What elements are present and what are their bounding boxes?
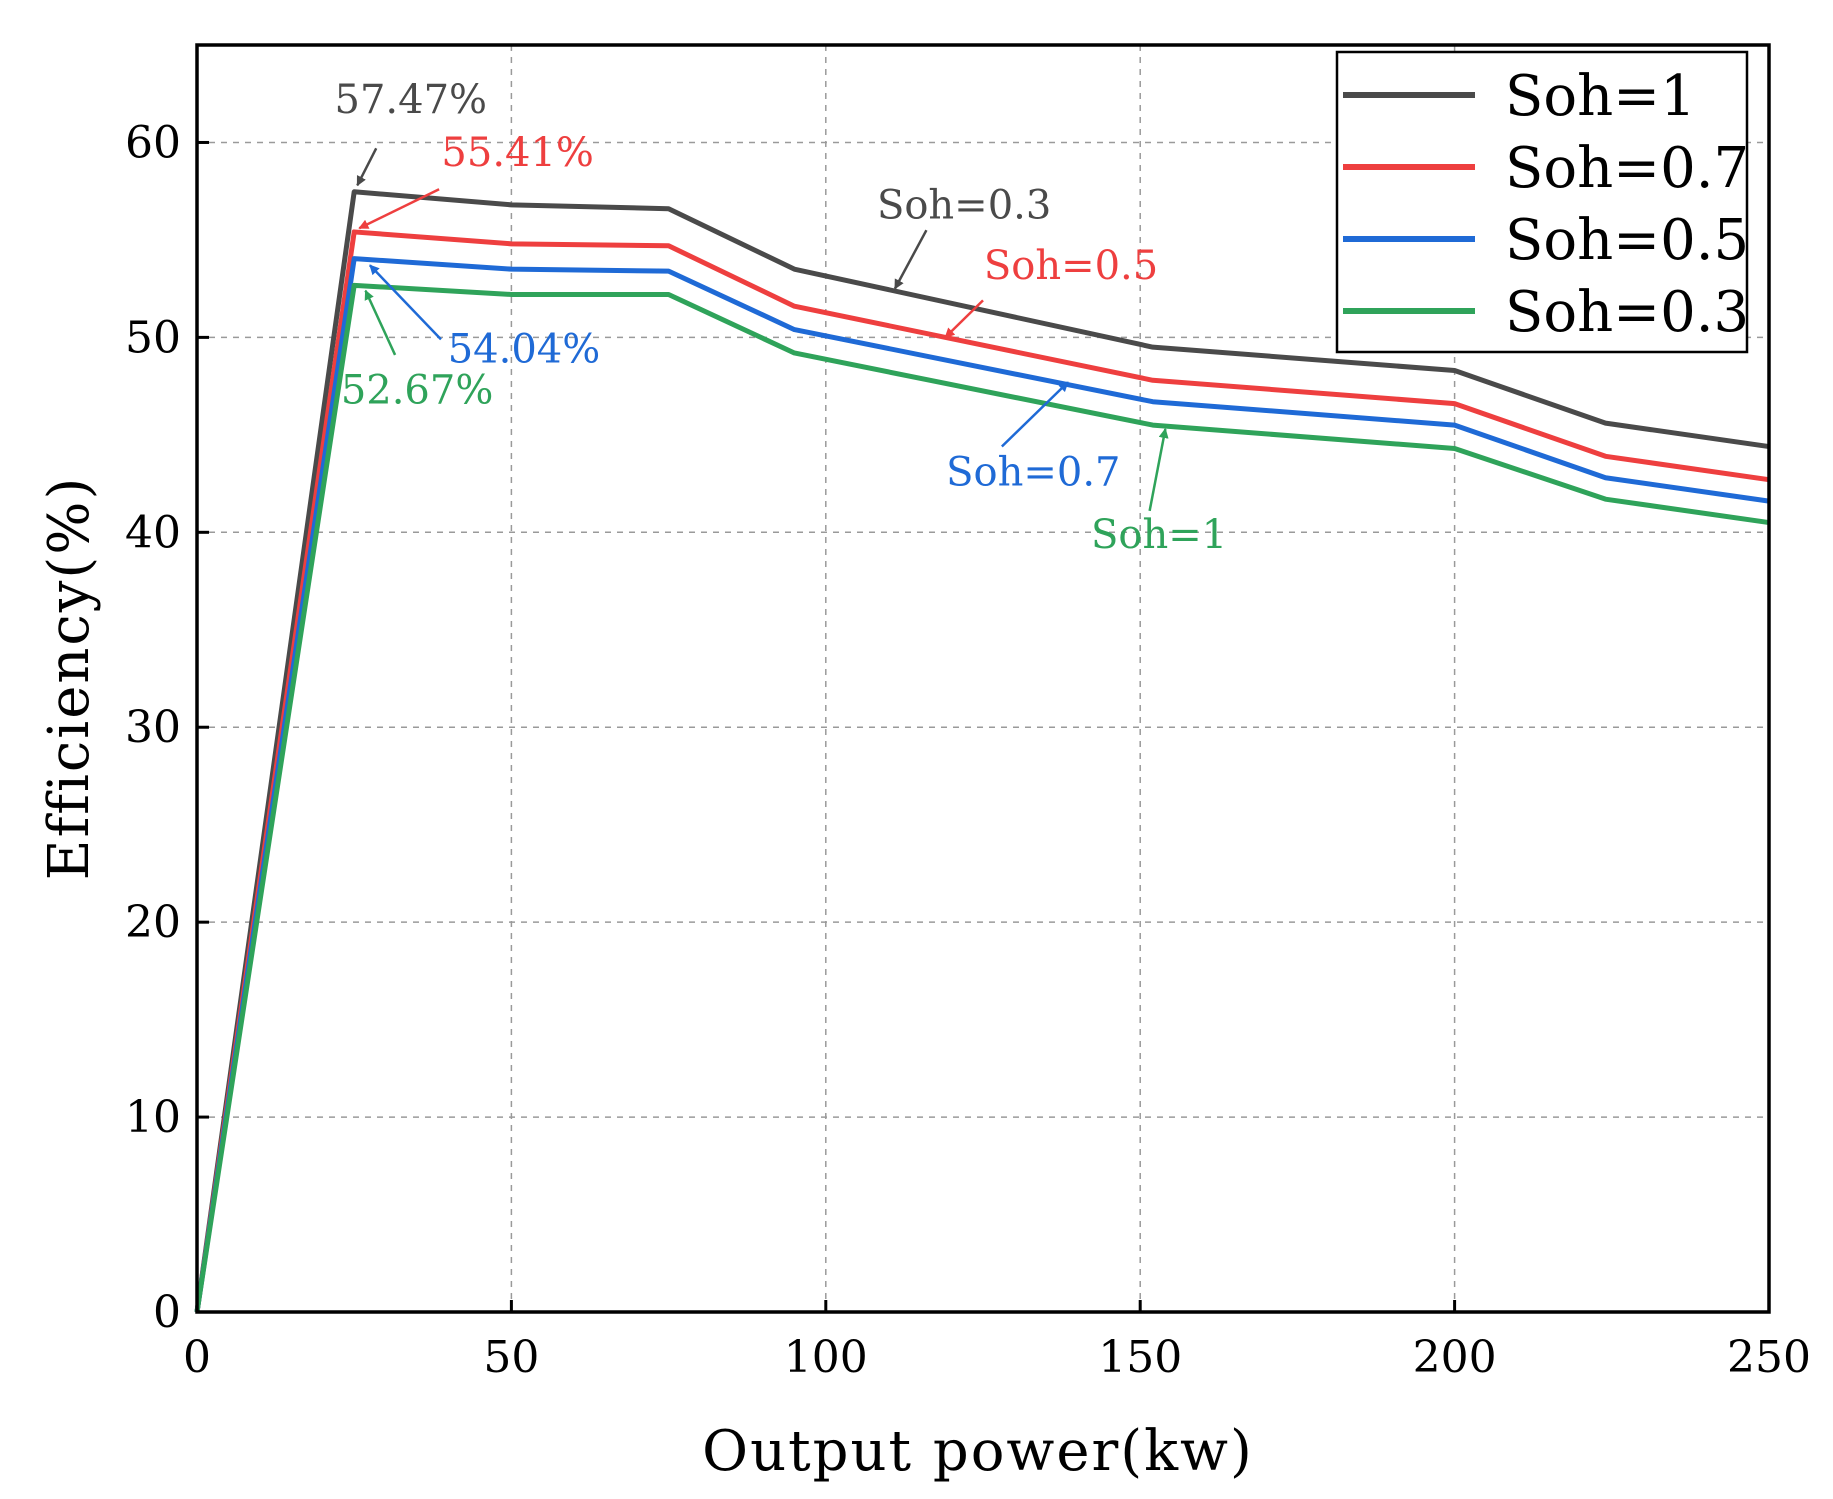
y-tick-label: 10 [125, 1092, 181, 1143]
annotation-label: 52.67% [341, 368, 494, 414]
y-tick-label: 50 [125, 312, 181, 363]
annotation-label: Soh=0.3 [877, 182, 1051, 228]
series-line-soh-0-7 [194, 229, 1770, 1313]
legend-label: Soh=0.7 [1505, 136, 1749, 201]
legend-label: Soh=0.5 [1505, 208, 1749, 273]
series-line-soh-1 [194, 189, 1770, 1313]
annotation-arrow [944, 299, 984, 339]
annotation-arrow [1148, 428, 1169, 512]
annotation-label: 54.04% [448, 327, 601, 373]
x-tick-label: 150 [1098, 1332, 1182, 1383]
annotation-arrow [1000, 381, 1069, 448]
annotations: 57.47% 55.41% 54.04%52.67% Soh=0.3 Soh=0.5 So… [335, 77, 1228, 558]
plot-frame [195, 43, 1771, 1314]
series-line-soh-0-3 [194, 282, 1770, 1313]
y-tick-label: 40 [125, 507, 181, 558]
x-tick-label: 0 [183, 1332, 211, 1383]
annotation-label: 57.47% [335, 77, 488, 123]
legend-label: Soh=1 [1505, 64, 1696, 129]
annotation-arrow [364, 289, 397, 356]
x-axis-title: Output power(kw) [702, 1419, 1254, 1484]
legend: Soh=1 Soh=0.7 Soh=0.5 Soh=0.3 [1335, 50, 1749, 354]
annotation-label: Soh=0.5 [984, 243, 1158, 289]
y-axis-title: Efficiency(%) [37, 476, 102, 881]
annotation-label: Soh=1 [1091, 512, 1227, 558]
series-line-soh-0-5 [194, 256, 1770, 1313]
annotation-arrow [356, 147, 378, 187]
axis-ticks: 0 50 100 150 200 250 0 10 20 30 40 50 60 [125, 117, 1811, 1383]
y-tick-label: 20 [125, 897, 181, 948]
y-tick-label: 0 [153, 1287, 181, 1338]
annotation-label: Soh=0.7 [946, 450, 1120, 496]
x-tick-label: 100 [784, 1332, 868, 1383]
annotation-label: 55.41% [441, 130, 594, 176]
y-tick-label: 30 [125, 702, 181, 753]
series-lines [194, 189, 1770, 1313]
annotation-arrow [893, 229, 928, 290]
x-tick-label: 50 [483, 1332, 539, 1383]
x-tick-label: 200 [1413, 1332, 1497, 1383]
legend-label: Soh=0.3 [1505, 280, 1749, 345]
annotation-arrow [358, 188, 440, 230]
x-tick-label: 250 [1727, 1332, 1811, 1383]
annotation-arrow [369, 264, 442, 341]
legend-box [1335, 50, 1749, 354]
y-tick-label: 60 [125, 117, 181, 168]
